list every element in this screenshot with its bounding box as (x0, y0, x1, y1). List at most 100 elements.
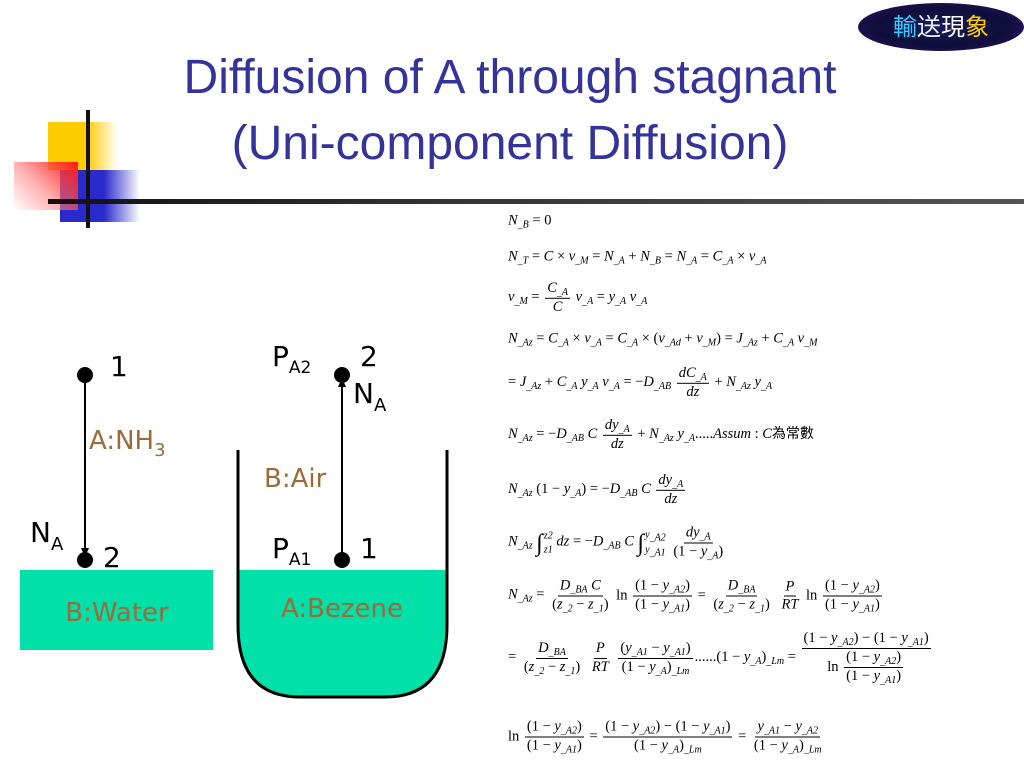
numerator: dy_A (602, 417, 632, 436)
denominator: dz (684, 384, 701, 401)
math-segment: (1 − y_A)_Lm (621, 658, 690, 677)
variable: C (556, 373, 567, 390)
numerator: D_BA (725, 578, 758, 597)
point-1-left (77, 367, 93, 383)
math-segment: (1 − y_A1) (824, 596, 880, 615)
equation-line: = J_Az + C_A y_A v_A = −D_AB dC_A dz + N_… (508, 365, 772, 401)
variable: N (604, 248, 614, 265)
variable: D (538, 639, 549, 656)
math-segment: dz (611, 436, 624, 452)
math-segment (584, 650, 588, 666)
variable: y (677, 425, 684, 442)
integral-icon: ∫ (536, 530, 543, 556)
numerator: (1 − y_A2) − (1 − y_A1) (801, 630, 931, 649)
math-segment: (1 − y_A)_Lm (753, 737, 822, 756)
variable: z (588, 596, 594, 613)
subscript: _A1 (709, 725, 726, 737)
math-segment: (1 − y_A2) (635, 577, 690, 596)
badge-char: 現 (941, 13, 965, 41)
subscript: _A2 (669, 584, 686, 596)
subscript: _Lm (766, 655, 785, 667)
math-segment: (z_2 − z_1) (713, 596, 770, 615)
variable: C (712, 248, 723, 265)
variable: dz (610, 435, 624, 452)
point-2-right (334, 367, 350, 383)
math-segment: C (553, 299, 563, 315)
container (236, 450, 449, 699)
variable: y (873, 649, 881, 665)
math-segment: ln (827, 658, 839, 675)
variable: y (700, 543, 708, 560)
integral-limits: y_A2 y_A1 (645, 528, 666, 558)
variable: y (581, 373, 588, 390)
variable: y (625, 639, 632, 656)
subscript: _A (672, 478, 684, 490)
variable: J (519, 373, 527, 390)
label-gas-nh3: A:NH3 (89, 426, 166, 461)
fraction: C_A C (545, 280, 570, 316)
math-segment: D_BA C (559, 577, 601, 596)
variable: y (831, 630, 838, 646)
variable: D (609, 480, 621, 497)
equation-line: v_M = C_A C v_A = y_A v_A (508, 280, 647, 316)
subscript: _2 (534, 665, 545, 677)
math-segment (666, 535, 670, 551)
variable: P (785, 578, 795, 595)
variable: z (559, 658, 566, 675)
subscript: _A (636, 295, 648, 307)
variable: N (508, 480, 518, 497)
variable: C (591, 577, 601, 594)
denominator: (1 − y_A1) (823, 597, 882, 615)
variable: v (748, 248, 756, 265)
integral: ∫ z2 z1 (536, 529, 552, 557)
math-segment: N_T = C × v_M = N_A + N_B = N_A = C_A × … (508, 248, 767, 267)
variable: C (617, 330, 627, 347)
numerator: P (783, 578, 797, 597)
subscript: _Az (517, 337, 533, 349)
math-segment: RT (592, 659, 609, 675)
variable: z (543, 530, 548, 541)
variable: N (508, 586, 518, 603)
subscript: _Az (517, 432, 533, 444)
variable: C (624, 533, 634, 550)
variable: y (645, 544, 650, 555)
subscript: _A (608, 380, 620, 392)
subscript: _Az (517, 540, 533, 552)
variable: C (641, 480, 651, 497)
fraction: P RT (590, 640, 611, 676)
label-point-2-right: 2 (360, 340, 378, 373)
subscript: _A (556, 286, 568, 298)
subscript: _T (517, 255, 529, 267)
denominator: (1 − y_A)_Lm (620, 659, 692, 677)
variable: N (508, 425, 518, 442)
denominator: (z_2 − z_1) (711, 597, 771, 615)
math-segment: (1 − y_A) (673, 543, 724, 562)
variable: v (508, 288, 515, 305)
equation-line: N_B = 0 (508, 213, 551, 231)
subscript: _A2 (560, 725, 577, 737)
math-segment: dy_A (686, 525, 711, 543)
subscript: _A (760, 380, 773, 392)
subscript: _A1 (907, 637, 924, 648)
variable: dy (658, 471, 673, 488)
math-segment: (z_2 − z_1) (552, 596, 609, 615)
variable: y (663, 639, 670, 656)
variable: D (559, 577, 571, 594)
numerator: (1 − y_A2) (822, 578, 882, 597)
subscript: _A1 (880, 675, 897, 686)
denominator: dz (662, 491, 679, 508)
variable: v (797, 330, 805, 347)
variable: N (640, 248, 650, 265)
variable: z (543, 544, 548, 555)
chinese-text: 為常數 (771, 425, 814, 442)
numerator: (1 − y_A2) − (1 − y_A1) (603, 719, 733, 738)
label-benzene: A:Bezene (281, 594, 403, 624)
math-segment: = (585, 728, 602, 745)
subscript: _A (613, 255, 625, 267)
subscript: _A (590, 337, 602, 349)
subscript: _A2 (639, 725, 656, 737)
numerator: C_A (545, 280, 570, 299)
water-liquid (20, 570, 213, 650)
subscript: _Lm (671, 665, 690, 677)
variable: N (726, 373, 736, 390)
